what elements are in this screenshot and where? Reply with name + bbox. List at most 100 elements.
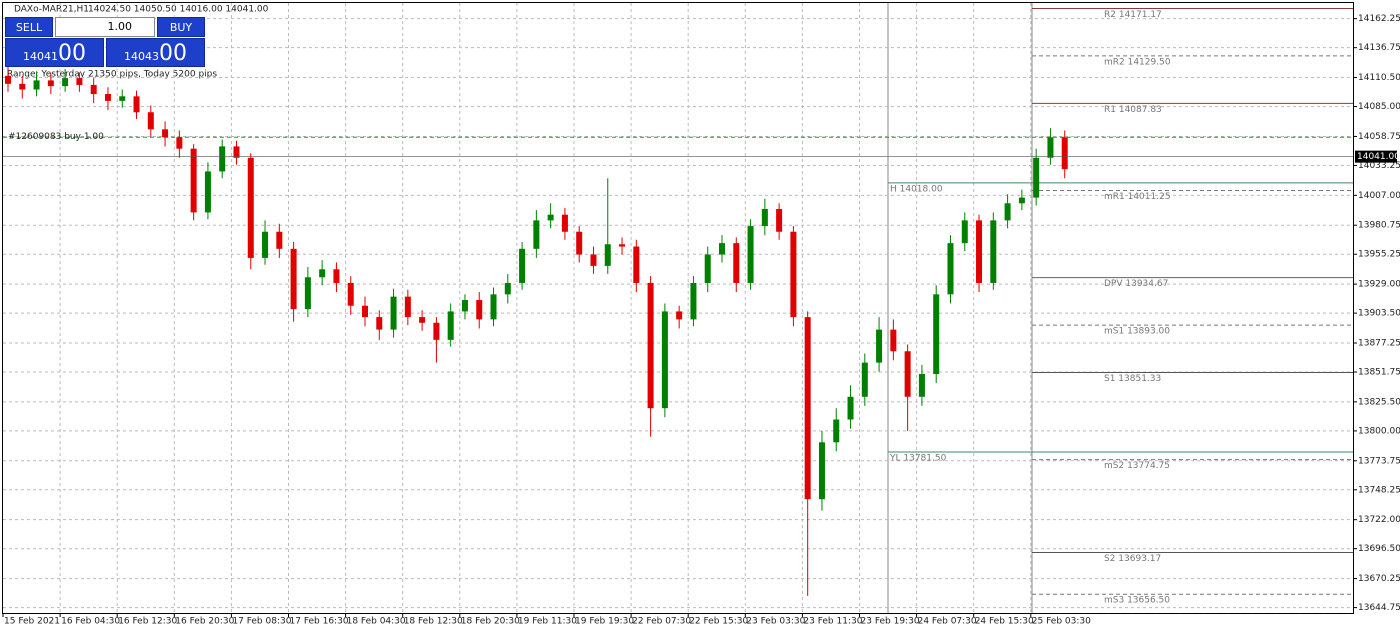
- x-tick-label: 17 Feb 08:30: [232, 617, 291, 627]
- level-label: R2 14171.17: [1104, 10, 1162, 20]
- y-tick-label: 13825.50: [1358, 397, 1400, 407]
- level-label: mR2 14129.50: [1104, 57, 1171, 67]
- level-label: S2 13693.17: [1104, 554, 1161, 564]
- y-tick-label: 14058.75: [1358, 132, 1400, 142]
- candle-body: [533, 220, 540, 249]
- y-tick-label: 13722.00: [1358, 515, 1400, 525]
- candle-body: [961, 220, 968, 244]
- candle-body: [890, 329, 897, 352]
- candle-body: [519, 248, 526, 283]
- candle-body: [62, 78, 69, 87]
- candle-body: [619, 244, 626, 247]
- candle-body: [733, 243, 740, 283]
- y-tick-label: 14033.25: [1358, 161, 1400, 171]
- bid-small: 00: [58, 41, 86, 66]
- x-tick-label: 18 Feb 04:30: [347, 617, 406, 627]
- candle-body: [204, 171, 211, 213]
- y-tick-label: 13800.00: [1358, 426, 1400, 436]
- x-tick-label: 23 Feb 11:30: [803, 617, 862, 627]
- buy-price[interactable]: 1404300: [106, 38, 205, 67]
- candle-body: [561, 214, 568, 232]
- candle-body: [918, 374, 925, 397]
- y-tick-label: 13773.75: [1358, 456, 1400, 466]
- y-tick-label: 13851.75: [1358, 368, 1400, 378]
- candle-body: [176, 137, 183, 149]
- candle-body: [833, 419, 840, 443]
- candle-body: [276, 231, 283, 249]
- candle-body: [704, 254, 711, 283]
- y-tick-label: 13644.75: [1358, 603, 1400, 613]
- level-label: R1 14087.83: [1104, 105, 1162, 115]
- y-tick-label: 13696.50: [1358, 544, 1400, 554]
- candle-body: [1004, 203, 1011, 221]
- lots-input[interactable]: 1.00: [55, 17, 155, 37]
- candle-body: [818, 442, 825, 500]
- y-tick-label: 13903.50: [1358, 309, 1400, 319]
- x-tick-label: 15 Feb 2021: [4, 617, 60, 627]
- candle-body: [47, 80, 54, 87]
- candle-body: [904, 351, 911, 397]
- candle-body: [262, 231, 269, 258]
- ohlc: 14024.50 14050.50 14016.00 14041.00: [88, 5, 269, 15]
- bid-big: 14041: [23, 50, 58, 63]
- candle-body: [847, 396, 854, 420]
- candle-body: [576, 231, 583, 255]
- candle-body: [390, 296, 397, 330]
- candle-body: [790, 231, 797, 318]
- candle-body: [590, 254, 597, 266]
- candle-body: [219, 146, 226, 172]
- candle-body: [633, 246, 640, 283]
- candle-body: [404, 296, 411, 318]
- candle-body: [233, 146, 240, 158]
- range-info: Range: Yesterday 21350 pips, Today 5200 …: [7, 70, 217, 80]
- candle-body: [119, 96, 126, 101]
- candle-body: [162, 129, 169, 138]
- candle-body: [1047, 137, 1054, 158]
- x-tick-label: 25 Feb 03:30: [1032, 617, 1091, 627]
- candle-body: [290, 248, 297, 310]
- candle-body: [319, 269, 326, 278]
- candle-body: [547, 214, 554, 221]
- candle-body: [1033, 157, 1040, 198]
- buy-button[interactable]: BUY: [157, 17, 205, 37]
- candle-body: [947, 243, 954, 295]
- x-tick-label: 18 Feb 20:30: [461, 617, 520, 627]
- y-tick-label: 13980.75: [1358, 221, 1400, 231]
- candle-body: [990, 220, 997, 283]
- sell-price[interactable]: 1404100: [5, 38, 104, 67]
- level-label: S1 13851.33: [1104, 374, 1161, 384]
- candle-body: [133, 96, 140, 113]
- candle-body: [5, 75, 11, 84]
- x-tick-label: 19 Feb 19:30: [575, 617, 634, 627]
- candle-body: [362, 305, 368, 318]
- candle-body: [761, 208, 768, 227]
- candle-body: [33, 80, 40, 90]
- y-tick-label: 13670.25: [1358, 574, 1400, 584]
- y-tick-label: 14110.50: [1358, 73, 1400, 83]
- candle-body: [604, 244, 611, 266]
- candle-body: [776, 208, 783, 232]
- candle-body: [747, 226, 754, 283]
- x-tick-label: 18 Feb 12:30: [404, 617, 463, 627]
- candle-body: [1018, 197, 1025, 204]
- ask-small: 00: [159, 41, 187, 66]
- x-tick-label: 16 Feb 12:30: [118, 617, 177, 627]
- candle-body: [690, 282, 697, 320]
- candle-body: [333, 269, 340, 283]
- y-tick-label: 13877.25: [1358, 338, 1400, 348]
- candle-body: [90, 84, 97, 95]
- sell-button[interactable]: SELL: [5, 17, 53, 37]
- candle-body: [76, 78, 83, 85]
- candle-body: [933, 294, 940, 375]
- x-tick-label: 23 Feb 03:30: [746, 617, 805, 627]
- order-label: #12609083 buy 1.00: [8, 132, 104, 142]
- y-tick-label: 14007.00: [1358, 191, 1400, 201]
- candle-body: [861, 362, 868, 397]
- candle-body: [104, 94, 111, 101]
- level-label: mS3 13656.50: [1104, 596, 1170, 606]
- candle-body: [447, 311, 454, 340]
- candle-body: [676, 311, 683, 320]
- x-tick-label: 22 Feb 07:30: [632, 617, 691, 627]
